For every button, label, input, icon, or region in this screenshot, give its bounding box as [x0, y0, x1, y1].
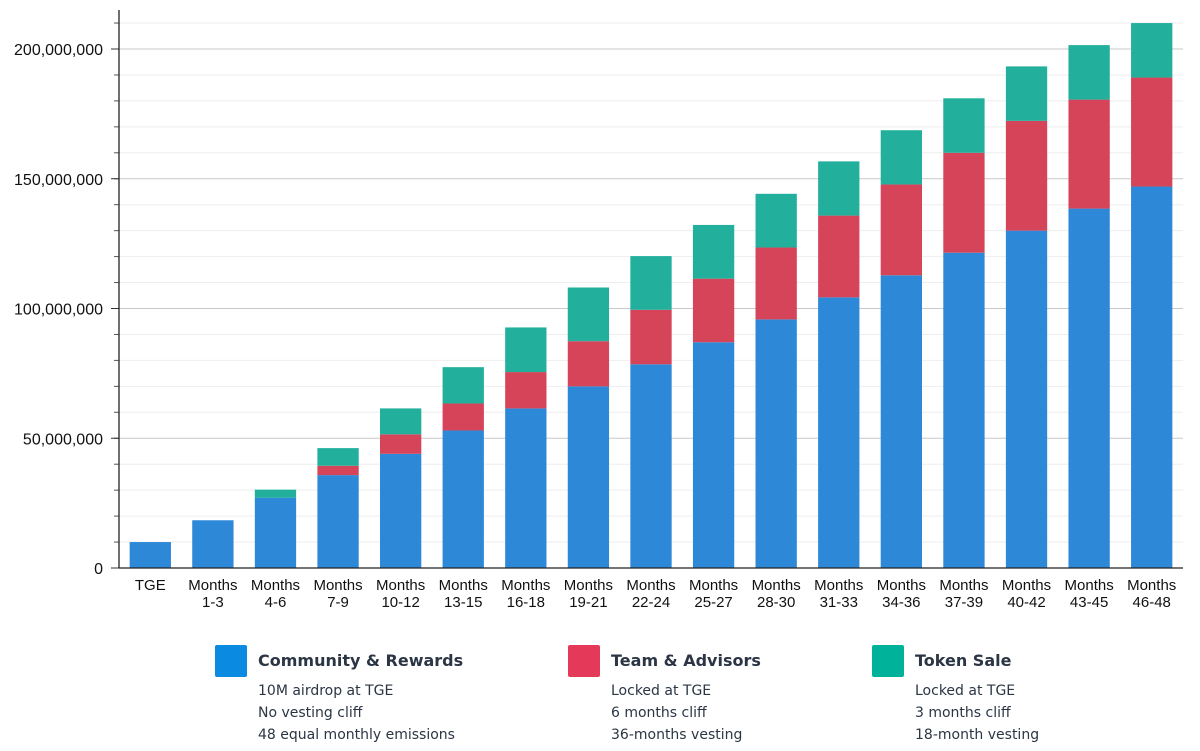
bar-segment-team-advisors	[1131, 77, 1173, 187]
x-tick-label: TGE	[135, 577, 166, 594]
y-tick-label: 0	[94, 561, 103, 578]
bar-segment-token-sale	[567, 287, 610, 342]
bar-segment-token-sale	[943, 98, 985, 153]
bar-segment-token-sale	[254, 489, 297, 498]
x-tick-label: Months 31-33	[814, 577, 863, 611]
bar-segment-team-advisors	[943, 152, 985, 253]
bar-segment-community-rewards	[1068, 208, 1110, 568]
bar-segment-community-rewards	[880, 275, 923, 568]
bar-segment-community-rewards	[317, 475, 359, 568]
bar-segment-token-sale	[317, 448, 359, 466]
legend-title: Team & Advisors	[611, 651, 761, 670]
bar-segment-token-sale	[379, 408, 422, 435]
x-tick-label: Months 43-45	[1065, 577, 1114, 611]
x-tick-label: Months 10-12	[376, 577, 425, 611]
bar-segment-token-sale	[505, 327, 547, 373]
x-tick-label: Months 1-3	[188, 577, 237, 611]
legend-note: 36-months vesting	[611, 727, 743, 743]
axes	[111, 10, 1183, 569]
bar-segment-team-advisors	[818, 215, 860, 298]
legend-title: Token Sale	[915, 651, 1012, 670]
x-tick-label: Months 7-9	[313, 577, 362, 611]
y-tick-label: 150,000,000	[14, 172, 103, 189]
y-tick-label: 200,000,000	[14, 42, 103, 59]
bar-segment-community-rewards	[630, 364, 672, 568]
x-tick-label: Months 25-27	[689, 577, 738, 611]
legend-note: Locked at TGE	[915, 683, 1016, 699]
legend-note: 48 equal monthly emissions	[258, 727, 455, 743]
bar-segment-team-advisors	[505, 372, 547, 409]
x-tick-label: Months 19-21	[564, 577, 613, 611]
bar-segment-token-sale	[442, 367, 484, 404]
x-tick-label: Months 22-24	[626, 577, 675, 611]
legend-note: 3 months cliff	[915, 705, 1011, 721]
x-tick-label: Months 13-15	[439, 577, 488, 611]
legend-note: 18-month vesting	[915, 727, 1040, 743]
legend-notes: Locked at TGE 3 months cliff 18-month ve…	[915, 680, 1039, 746]
bar-segment-community-rewards	[943, 252, 985, 568]
bar-segment-community-rewards	[254, 497, 297, 568]
bar-segment-community-rewards	[1005, 230, 1048, 568]
bar-segment-community-rewards	[567, 386, 610, 568]
bar-segment-token-sale	[1005, 66, 1048, 121]
bar-segment-community-rewards	[505, 408, 547, 568]
legend-swatch	[872, 645, 904, 677]
bar-segment-team-advisors	[567, 341, 610, 387]
bar-segment-team-advisors	[630, 309, 672, 365]
x-tick-label: Months 28-30	[752, 577, 801, 611]
bar-segment-token-sale	[1131, 23, 1173, 78]
bar-segment-community-rewards	[692, 342, 735, 568]
bar-segment-team-advisors	[442, 403, 484, 431]
bar-segment-team-advisors	[1005, 120, 1048, 231]
legend-title: Community & Rewards	[258, 651, 464, 670]
x-tick-label: Months 40-42	[1002, 577, 1051, 611]
bar-segment-team-advisors	[317, 465, 359, 476]
x-tick-label: Months 16-18	[501, 577, 550, 611]
bar-segment-team-advisors	[1068, 99, 1110, 209]
bar-segment-community-rewards	[379, 453, 422, 568]
x-tick-label: Months 37-39	[939, 577, 988, 611]
legend-swatch	[215, 645, 247, 677]
bar-segment-community-rewards	[129, 542, 171, 568]
bar-segment-team-advisors	[692, 278, 735, 343]
y-tick-label: 100,000,000	[14, 302, 103, 319]
bar-segment-token-sale	[630, 256, 672, 310]
bar-segment-community-rewards	[442, 430, 484, 568]
bar-segment-community-rewards	[192, 520, 234, 568]
x-axis-labels: TGE Months 1-3 Months 4-6 Months 7-9 Months 10-1…	[135, 577, 1176, 611]
legend-notes: 10M airdrop at TGE No vesting cliff 48 e…	[258, 680, 455, 746]
bar-segment-team-advisors	[755, 247, 797, 320]
bar-segment-token-sale	[755, 193, 797, 248]
x-tick-label: Months 34-36	[877, 577, 926, 611]
bar-segment-community-rewards	[1131, 186, 1173, 568]
bar-segment-team-advisors	[379, 434, 422, 454]
bar-segment-community-rewards	[755, 319, 797, 568]
bar-segment-community-rewards	[818, 297, 860, 568]
bar-segment-token-sale	[818, 161, 860, 216]
bar-segment-token-sale	[1068, 45, 1110, 100]
bar-segment-token-sale	[692, 224, 735, 279]
legend-note: No vesting cliff	[258, 705, 363, 721]
bar-segment-team-advisors	[880, 184, 923, 276]
x-tick-label: Months 46-48	[1127, 577, 1176, 611]
legend-swatch	[568, 645, 600, 677]
legend-note: 6 months cliff	[611, 705, 707, 721]
y-tick-label: 50,000,000	[23, 431, 103, 448]
y-axis-labels: 0 50,000,000 100,000,000 150,000,000 200,000…	[14, 42, 103, 578]
legend-notes: Locked at TGE 6 months cliff 36-months v…	[611, 680, 742, 746]
legend-note: 10M airdrop at TGE	[258, 683, 394, 699]
x-tick-label: Months 4-6	[251, 577, 300, 611]
stacked-bar-chart: 0 50,000,000 100,000,000 150,000,000 200,000…	[14, 10, 1183, 611]
bars	[129, 23, 1173, 568]
legend-note: Locked at TGE	[611, 683, 712, 699]
bar-segment-token-sale	[880, 130, 923, 185]
